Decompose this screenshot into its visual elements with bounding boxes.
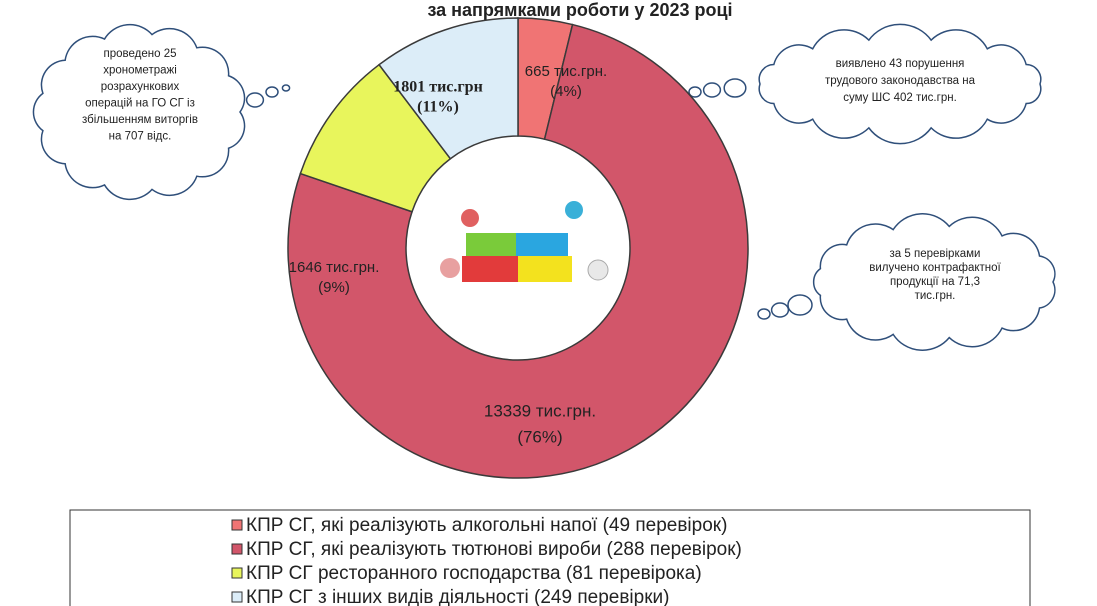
callout-puff [757, 308, 771, 320]
callout-puff [702, 82, 722, 98]
data-label: 1646 тис.грн. [289, 259, 380, 276]
percent-label: (11%) [417, 99, 459, 116]
annotation-text: проведено 25 [104, 48, 177, 60]
legend-swatch [231, 591, 243, 603]
annotation-text: на 707 відс. [109, 131, 172, 143]
annotation-text: за 5 перевірками [890, 248, 981, 260]
figure [587, 259, 609, 281]
figure [440, 258, 460, 278]
annotation-text: трудового законодавства на [825, 75, 976, 87]
data-label: 1801 тис.грн [393, 79, 483, 96]
percent-label: (9%) [318, 279, 350, 296]
center-picture [440, 201, 609, 282]
puzzle-piece [518, 256, 572, 282]
puzzle-piece [516, 233, 568, 257]
callout-puff [265, 86, 279, 98]
legend-label: КПР СГ, які реалізують алкогольні напої … [246, 515, 727, 536]
annotation-text: тис.грн. [915, 290, 956, 302]
puzzle-piece [462, 256, 518, 282]
legend-label: КПР СГ ресторанного господарства (81 пер… [246, 563, 702, 584]
puzzle-piece [466, 233, 516, 257]
legend-swatch [231, 567, 243, 579]
legend-label: КПР СГ з інших видів діяльності (249 пер… [246, 587, 669, 606]
annotation-text: хронометражі [103, 65, 177, 77]
annotation-text: вилучено контрафактної [869, 262, 1001, 274]
data-label: 665 тис.грн. [525, 63, 607, 80]
donut-slice [378, 17, 519, 160]
callout-cloud [812, 213, 1056, 351]
annotation-text: виявлено 43 порушення [836, 58, 965, 70]
legend-label: КПР СГ, які реалізують тютюнові вироби (… [246, 539, 742, 560]
figure [565, 201, 583, 219]
annotation-text: суму ШС 402 тис.грн. [843, 92, 957, 104]
annotation-text: операцій на ГО СГ із [85, 98, 195, 110]
legend-box [69, 509, 1031, 606]
donut-slice [287, 23, 749, 479]
callout-puff [281, 84, 291, 92]
annotation-text: продукції на 71,3 [890, 276, 980, 288]
callout-puff [787, 294, 813, 316]
callout-puff [245, 92, 265, 108]
callout-puff [723, 78, 747, 98]
data-label: 13339 тис.грн. [484, 401, 596, 420]
callout-cloud [32, 23, 246, 201]
chart-title: за напрямками роботи у 2023 році [427, 0, 732, 20]
legend-swatch [231, 543, 243, 555]
callout-puff [770, 302, 790, 318]
percent-label: (76%) [517, 427, 562, 446]
callout-puff [688, 86, 702, 98]
annotation-text: збільшенням виторгів [82, 114, 198, 126]
legend-swatch [231, 519, 243, 531]
callout-cloud [758, 23, 1042, 145]
percent-label: (4%) [550, 83, 582, 100]
annotation-text: розрахункових [101, 81, 180, 93]
figure [461, 209, 479, 227]
